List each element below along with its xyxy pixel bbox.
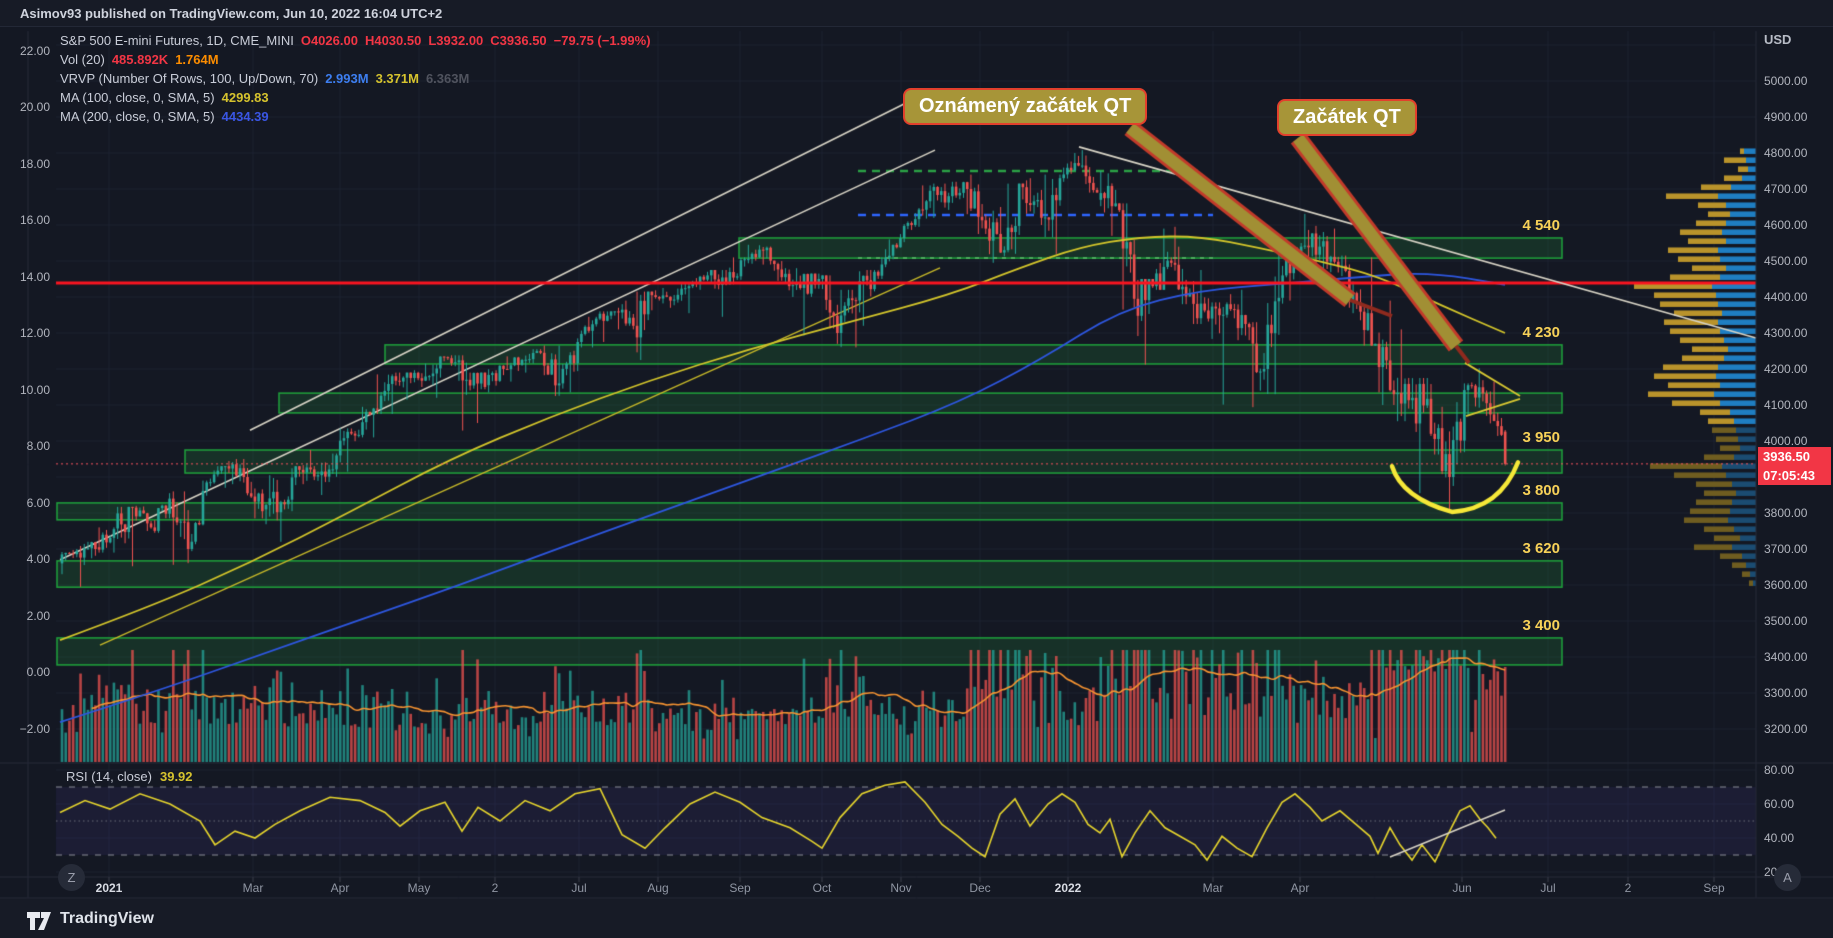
indicator-axis-label: 14.00 <box>19 269 50 284</box>
rsi-label: RSI (14, close) <box>66 769 152 784</box>
price-axis-label: 4500.00 <box>1764 254 1808 268</box>
callout-qt-start[interactable]: Začátek QT <box>1277 99 1417 136</box>
price-axis-label: 3800.00 <box>1764 506 1808 520</box>
autoscale-button[interactable]: A <box>1774 864 1801 891</box>
ma200-value: 4434.39 <box>221 109 269 124</box>
time-axis-label: 2 <box>491 881 499 895</box>
zone-price-label: 3 950 <box>1522 429 1560 446</box>
price-axis-label: 5000.00 <box>1764 74 1808 88</box>
indicator-axis-label: 8.00 <box>26 439 50 453</box>
legend-row-volume[interactable]: Vol (20) 485.892K 1.764M <box>60 50 658 69</box>
price-axis-label: 3700.00 <box>1764 542 1808 556</box>
rsi-legend[interactable]: RSI (14, close) 39.92 <box>66 769 193 784</box>
vol-label: Vol (20) <box>60 52 105 67</box>
timezone-button[interactable]: Z <box>58 864 85 891</box>
published-header: Asimov93 published on TradingView.com, J… <box>0 0 1833 27</box>
time-axis-label: Jul <box>1540 881 1556 895</box>
vrvp-total-value: 6.363M <box>425 71 470 86</box>
brand-text[interactable]: TradingView <box>60 909 154 927</box>
ma200-label: MA (200, close, 0, SMA, 5) <box>60 109 215 124</box>
indicator-axis-label: 0.00 <box>26 665 50 679</box>
time-axis-label: Sep <box>729 881 751 895</box>
indicator-axis-label: 18.00 <box>19 156 50 171</box>
legend-pane: S&P 500 E-mini Futures, 1D, CME_MINI O402… <box>60 31 658 126</box>
price-axis-label: 3400.00 <box>1764 650 1808 664</box>
time-axis-label: 2 <box>1624 881 1632 895</box>
indicator-axis-label: 2.00 <box>26 608 50 623</box>
vol-value: 485.892K <box>111 52 169 67</box>
indicator-axis-label: 12.00 <box>19 326 50 340</box>
time-axis-label: Apr <box>330 881 350 895</box>
indicator-axis-label: 16.00 <box>19 213 50 227</box>
time-axis-label: Sep <box>1703 881 1725 895</box>
vrvp-label: VRVP (Number Of Rows, 100, Up/Down, 70) <box>60 71 319 86</box>
legend-row-vrvp[interactable]: VRVP (Number Of Rows, 100, Up/Down, 70) 2… <box>60 69 658 88</box>
rsi-axis-label: 60.00 <box>1764 797 1795 811</box>
zone-price-label: 3 620 <box>1522 539 1560 557</box>
price-axis-label: 4300.00 <box>1764 326 1808 340</box>
indicator-axis-label: 22.00 <box>19 43 50 58</box>
time-axis-label: Aug <box>647 881 669 895</box>
vrvp-up-value: 2.993M <box>325 71 369 86</box>
time-axis-label: 2022 <box>1054 881 1082 895</box>
rsi-value: 39.92 <box>159 769 193 784</box>
time-axis-label: Mar <box>1202 881 1224 895</box>
current-price: 3936.50 <box>1763 449 1810 464</box>
legend-row-ma200[interactable]: MA (200, close, 0, SMA, 5) 4434.39 <box>60 107 658 126</box>
legend-row-symbol[interactable]: S&P 500 E-mini Futures, 1D, CME_MINI O402… <box>60 31 658 50</box>
legend-row-ma100[interactable]: MA (100, close, 0, SMA, 5) 4299.83 <box>60 88 658 107</box>
vrvp-down-value: 3.371M <box>375 71 419 86</box>
price-axis-label: 4200.00 <box>1764 362 1808 376</box>
price-axis-label: 3600.00 <box>1764 578 1808 592</box>
price-axis-label: 4800.00 <box>1764 146 1808 160</box>
price-axis-label: 4900.00 <box>1764 110 1808 124</box>
published-info: Asimov93 published on TradingView.com, J… <box>20 6 443 21</box>
symbol-title: S&P 500 E-mini Futures, 1D, CME_MINI <box>60 33 294 48</box>
ma100-label: MA (100, close, 0, SMA, 5) <box>60 90 215 105</box>
ma100-value: 4299.83 <box>221 90 269 105</box>
price-axis-label: 3500.00 <box>1764 614 1808 628</box>
time-axis-label: Oct <box>812 881 832 895</box>
zone-price-label: 3 400 <box>1522 616 1560 634</box>
ohlc-close: C3936.50 <box>490 33 547 48</box>
indicator-axis-label: 6.00 <box>26 495 50 510</box>
price-axis-label: 3200.00 <box>1764 722 1808 736</box>
time-axis-label: May <box>407 881 431 895</box>
ohlc-open: O4026.00 <box>300 33 358 48</box>
rsi-axis-label: 80.00 <box>1764 763 1795 777</box>
zone-price-label: 4 230 <box>1522 323 1560 341</box>
footer-bar: TradingView <box>0 899 1833 938</box>
ohlc-low: L3932.00 <box>428 33 484 48</box>
time-axis-label: Apr <box>1290 881 1310 895</box>
price-axis-label: 4700.00 <box>1764 182 1808 196</box>
tradingview-logo-icon[interactable] <box>26 908 52 930</box>
zone-price-label: 3 800 <box>1522 481 1560 499</box>
indicator-axis-label: 4.00 <box>26 552 50 566</box>
time-axis-label: Jul <box>571 881 587 895</box>
price-axis-label: 3300.00 <box>1764 686 1808 700</box>
time-axis-label: Dec <box>969 881 991 895</box>
indicator-axis-label: −2.00 <box>19 721 50 736</box>
vol-ma-value: 1.764M <box>175 52 219 67</box>
zone-price-label: 4 540 <box>1522 216 1560 234</box>
price-axis-label: 4100.00 <box>1764 398 1808 412</box>
price-axis-label: 4600.00 <box>1764 218 1808 232</box>
time-axis-label: 2021 <box>95 881 123 895</box>
indicator-axis-label: 10.00 <box>19 382 50 397</box>
rsi-axis-label: 40.00 <box>1764 831 1795 845</box>
time-axis-label: Jun <box>1452 881 1472 895</box>
callout-qt-announced[interactable]: Oznámený začátek QT <box>903 88 1148 125</box>
current-price-badge: 3936.50 07:05:43 <box>1758 447 1831 485</box>
ohlc-high: H4030.50 <box>364 33 422 48</box>
price-axis-currency: USD <box>1764 32 1792 47</box>
indicator-axis-label: 20.00 <box>19 100 50 114</box>
price-axis-label: 4000.00 <box>1764 434 1808 448</box>
price-axis-label: 4400.00 <box>1764 290 1808 304</box>
time-axis-label: Nov <box>890 881 912 895</box>
ohlc-change: −79.75 (−1.99%) <box>553 33 651 48</box>
bar-countdown: 07:05:43 <box>1763 468 1816 483</box>
time-axis-label: Mar <box>242 881 264 895</box>
